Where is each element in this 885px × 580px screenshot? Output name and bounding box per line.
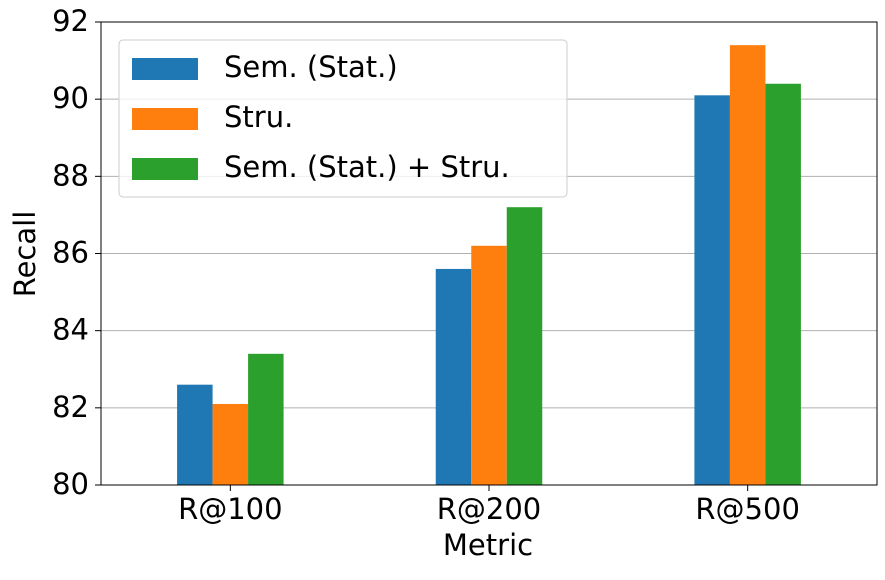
bar — [765, 83, 801, 485]
plot-frame — [100, 21, 878, 486]
bar — [177, 384, 213, 485]
legend-swatch — [132, 58, 198, 80]
x-tick-label: R@100 — [178, 492, 283, 526]
legend: Sem. (Stat.) Stru. Sem. (Stat.) + Stru. — [118, 39, 568, 198]
bar — [248, 353, 284, 485]
y-tick-label: 92 — [52, 4, 89, 38]
bar — [506, 207, 543, 485]
x-axis-label: Metric — [443, 528, 533, 562]
bar — [471, 245, 507, 485]
y-axis-label: Recall — [8, 211, 42, 298]
y-tick-label: 82 — [52, 390, 89, 424]
legend-label: Stru. — [224, 100, 293, 134]
legend-swatch — [132, 108, 198, 130]
legend-swatch — [132, 158, 198, 180]
legend-label: Sem. (Stat.) — [224, 50, 398, 84]
bar — [435, 268, 472, 485]
y-tick-label: 88 — [52, 158, 89, 192]
x-tick-label: R@200 — [437, 492, 542, 526]
y-tick-label: 80 — [52, 467, 89, 501]
x-tick-label: R@500 — [695, 492, 800, 526]
legend-label: Sem. (Stat.) + Stru. — [224, 150, 510, 184]
bar — [212, 403, 249, 485]
legend-box — [118, 39, 568, 198]
y-tick-label: 90 — [52, 81, 89, 115]
y-tick-label: 84 — [52, 313, 89, 347]
bar — [694, 95, 730, 485]
y-tick-label: 86 — [52, 236, 89, 270]
bar — [729, 45, 766, 486]
